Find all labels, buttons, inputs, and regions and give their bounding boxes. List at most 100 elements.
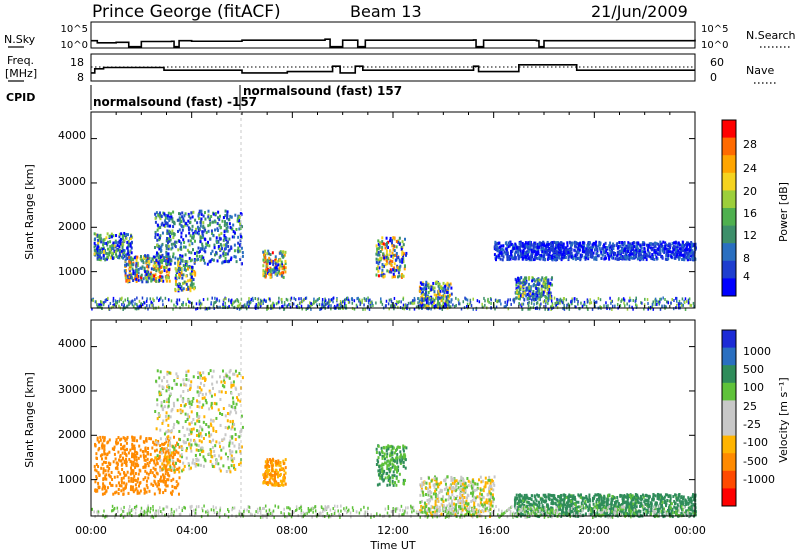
power-echo-cell [102,243,105,247]
velocity-echo-cell [225,470,228,474]
power-ground-echo [436,302,439,306]
power-echo-cell [268,268,271,272]
power-echo-cell [547,280,550,284]
power-echo-cell [689,258,692,262]
power-echo-cell [518,242,521,246]
power-echo-cell [538,292,541,296]
velocity-echo-cell [230,464,233,468]
velocity-echo-cell [234,405,237,409]
power-echo-cell [196,225,199,229]
power-echo-cell [201,230,204,234]
power-echo-cell [226,260,229,264]
power-ground-echo [99,305,102,309]
power-echo-cell [431,287,434,291]
power-echo-cell [152,264,155,268]
power-echo-cell [204,217,207,221]
power-echo-cell [519,240,522,244]
velocity-echo-cell [195,433,198,437]
power-echo-cell [186,248,189,252]
power-echo-cell [284,270,287,274]
velocity-echo-cell [161,468,164,472]
velocity-echo-cell [188,415,191,419]
power-echo-cell [272,269,275,273]
power-echo-cell [189,289,192,293]
velocity-echo-cell [218,441,221,445]
velocity-echo-cell [167,404,170,408]
velocity-echo-cell [164,454,167,458]
velocity-echo-cell [159,469,162,473]
power-echo-cell [643,253,646,257]
velocity-echo-cell [199,453,202,457]
power-echo-cell [98,250,101,254]
power-echo-cell [146,256,149,260]
power-echo-cell [126,240,129,244]
velocity-echo-cell [163,463,166,467]
power-echo-cell [546,243,549,247]
power-echo-cell [233,249,236,253]
power-echo-cell [426,303,429,307]
power-echo-cell [230,245,233,249]
power-echo-cell [592,245,595,249]
power-ground-echo [275,302,278,306]
power-ground-echo [445,299,447,303]
velocity-echo-cell [167,423,170,427]
power-echo-cell [520,244,523,248]
power-echo-cell [155,253,158,257]
power-echo-cell [661,245,664,249]
power-echo-cell [530,243,533,247]
power-echo-cell [598,240,601,244]
velocity-echo-cell [130,463,133,467]
power-echo-cell [157,261,160,265]
velocity-echo-cell [187,416,190,420]
power-ground-echo [98,303,100,307]
power-echo-cell [611,256,614,260]
power-echo-cell [543,252,546,256]
power-echo-cell [238,243,241,247]
power-echo-cell [637,247,640,251]
power-echo-cell [108,251,111,255]
power-echo-cell [566,244,569,248]
velocity-echo-cell [167,383,170,387]
power-ground-echo [260,298,262,302]
power-ground-echo [635,296,637,300]
power-ground-echo [394,303,397,307]
power-echo-cell [191,272,194,276]
velocity-echo-cell [135,458,138,462]
velocity-echo-cell [183,464,186,468]
power-echo-cell [518,248,521,252]
velocity-echo-cell [164,488,167,492]
power-echo-cell [201,254,204,258]
velocity-echo-cell [240,414,243,418]
velocity-echo-cell [132,460,135,464]
power-echo-cell [393,253,396,257]
power-ground-echo [640,301,642,305]
velocity-echo-cell [145,483,148,487]
power-echo-cell [128,275,131,279]
power-echo-cell [587,244,590,248]
power-ground-echo [663,304,666,308]
power-echo-cell [435,293,438,297]
velocity-echo-cell [171,386,174,390]
power-ground-echo [641,301,643,305]
power-echo-cell [595,258,598,262]
power-ground-echo [283,307,286,311]
power-echo-cell [235,260,238,264]
velocity-echo-cell [182,382,185,386]
velocity-echo-cell [116,466,119,470]
power-echo-cell [602,244,605,248]
power-echo-cell [591,243,594,247]
power-ground-echo [212,304,215,308]
power-ground-echo [651,302,654,306]
velocity-echo-cell [197,448,200,452]
power-echo-cell [686,248,689,252]
power-echo-cell [114,250,117,254]
velocity-echo-cell [166,458,169,462]
velocity-echo-cell [147,464,150,468]
velocity-echo-cell [202,449,205,453]
power-echo-cell [124,273,127,277]
power-echo-cell [389,239,392,243]
power-ground-echo [301,300,304,304]
velocity-echo-cell [211,445,214,449]
power-echo-cell [224,253,227,257]
power-echo-cell [579,253,582,257]
